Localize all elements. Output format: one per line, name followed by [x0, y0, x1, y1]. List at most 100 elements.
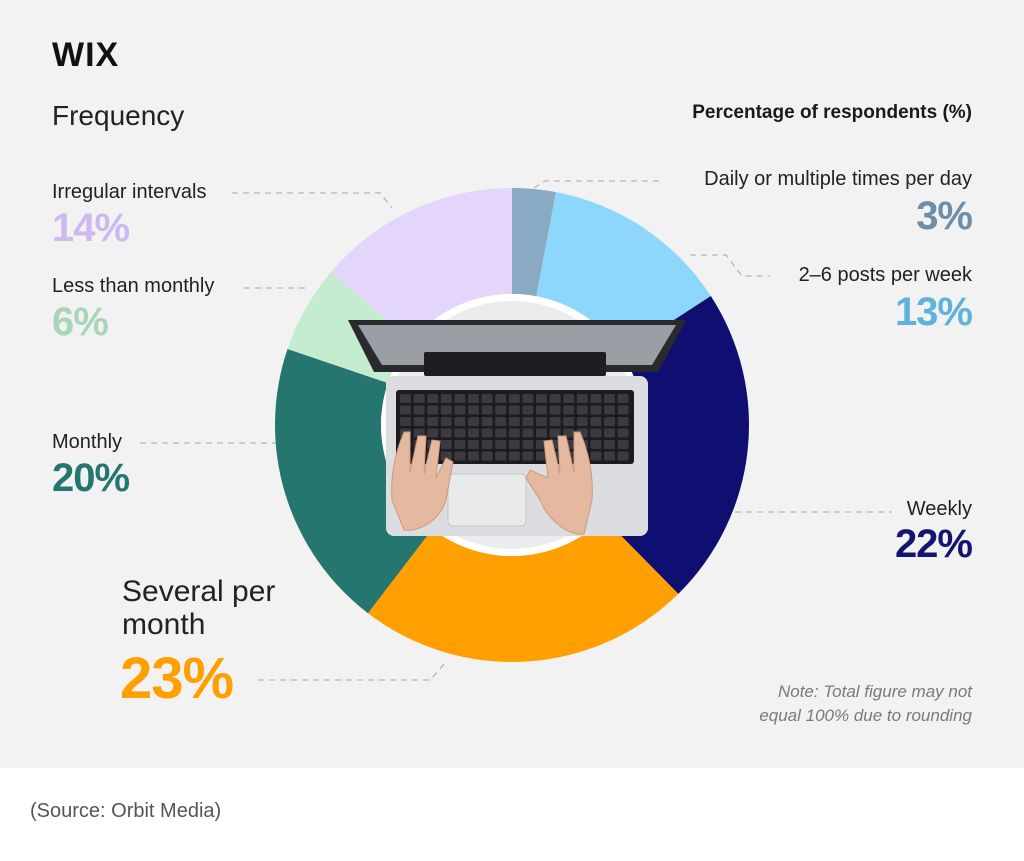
- keyboard-key: [481, 451, 493, 461]
- keyboard-key: [495, 417, 507, 426]
- keyboard-key: [468, 451, 479, 461]
- keyboard-key: [508, 428, 520, 438]
- keyboard-key: [427, 428, 439, 438]
- slice-several-per-month: [367, 518, 679, 662]
- keyboard-key: [454, 451, 466, 461]
- keyboard-key: [563, 417, 575, 426]
- keyboard-key: [440, 417, 452, 426]
- keyboard-key: [604, 394, 615, 403]
- laptop-photo: [348, 294, 686, 556]
- keyboard-key: [454, 394, 466, 403]
- keyboard-key: [522, 440, 534, 449]
- keyboard-key: [427, 394, 439, 403]
- keyboard-key: [495, 440, 507, 449]
- keyboard-key: [522, 405, 534, 415]
- keyboard-key: [617, 451, 629, 461]
- keyboard-key: [536, 394, 547, 403]
- note-line-1: Note: Total figure may not: [777, 682, 972, 701]
- keyboard-key: [590, 405, 602, 415]
- value-2-6-posts-per-week: 13%: [894, 290, 973, 334]
- value-monthly: 20%: [52, 456, 130, 500]
- keyboard-key: [563, 428, 575, 438]
- keyboard-key: [522, 451, 534, 461]
- slice-monthly: [274, 348, 433, 614]
- percentage-heading: Percentage of respondents (%): [692, 102, 972, 123]
- keyboard-key: [536, 405, 547, 415]
- wix-logo: WIX: [52, 36, 120, 74]
- keyboard-key: [468, 440, 479, 449]
- keyboard-key: [590, 440, 602, 449]
- value-several-per-month: 23%: [120, 646, 234, 711]
- keyboard-key: [400, 417, 411, 426]
- keyboard-key: [563, 405, 575, 415]
- keyboard-key: [468, 405, 479, 415]
- keyboard-key: [590, 394, 602, 403]
- keyboard-key: [508, 440, 520, 449]
- keyboard-key: [413, 405, 425, 415]
- keyboard-key: [468, 428, 479, 438]
- keyboard-key: [508, 405, 520, 415]
- slice-daily-or-multiple-times-per-day: [512, 188, 556, 297]
- keyboard-key: [440, 451, 452, 461]
- note-line-2: equal 100% due to rounding: [759, 706, 972, 725]
- leader-line: [533, 180, 660, 189]
- keyboard-key: [454, 428, 466, 438]
- rounding-note: Note: Total figure may not equal 100% du…: [672, 680, 972, 728]
- leader-line: [258, 661, 447, 681]
- keyboard-key: [576, 405, 588, 415]
- label-several-per-month: Several per month: [122, 575, 276, 641]
- keyboard-key: [604, 428, 615, 438]
- keyboard-key: [400, 405, 411, 415]
- keyboard-key: [576, 417, 588, 426]
- keyboard-key: [413, 428, 425, 438]
- infographic-card: WIX Frequency Percentage of respondents …: [0, 0, 1024, 768]
- keyboard-key: [604, 417, 615, 426]
- keyboard-key: [508, 394, 520, 403]
- label-less-than-monthly: Less than monthly: [52, 275, 215, 297]
- keyboard-key: [522, 417, 534, 426]
- keyboard-key: [536, 451, 547, 461]
- value-daily: 3%: [916, 194, 973, 238]
- label-daily: Daily or multiple times per day: [704, 168, 972, 190]
- keyboard-key: [481, 417, 493, 426]
- keyboard-key: [604, 405, 615, 415]
- keyboard-key: [617, 428, 629, 438]
- value-weekly: 22%: [894, 522, 973, 566]
- leader-lines: [140, 180, 892, 681]
- leader-line: [690, 254, 770, 277]
- label-2-6-posts-per-week: 2–6 posts per week: [798, 264, 972, 286]
- keyboard-key: [468, 417, 479, 426]
- keyboard-key: [427, 405, 439, 415]
- value-irregular-intervals: 14%: [52, 206, 130, 250]
- slice-irregular-intervals: [330, 188, 512, 341]
- keyboard-key: [468, 394, 479, 403]
- keyboard-key: [536, 417, 547, 426]
- frequency-heading: Frequency: [52, 100, 185, 131]
- keyboard-key: [481, 428, 493, 438]
- keyboard-key: [522, 428, 534, 438]
- keyboard-key: [400, 394, 411, 403]
- keyboard-key: [549, 394, 561, 403]
- keyboard-key: [481, 405, 493, 415]
- label-irregular-intervals: Irregular intervals: [52, 181, 207, 203]
- source-citation: (Source: Orbit Media): [30, 800, 222, 822]
- keyboard-key: [454, 440, 466, 449]
- keyboard-key: [604, 440, 615, 449]
- keyboard-key: [413, 394, 425, 403]
- keyboard-key: [549, 405, 561, 415]
- keyboard-key: [495, 405, 507, 415]
- hands-icon: [391, 431, 593, 535]
- keyboard-key: [440, 440, 452, 449]
- keyboard-key: [440, 428, 452, 438]
- keyboard-key: [563, 394, 575, 403]
- keyboard-key: [617, 417, 629, 426]
- keyboard-key: [617, 440, 629, 449]
- keyboard-key: [495, 451, 507, 461]
- keyboard-key: [604, 451, 615, 461]
- keyboard-key: [522, 394, 534, 403]
- keyboard-key: [481, 394, 493, 403]
- keyboard-key: [454, 405, 466, 415]
- keyboard-key: [440, 405, 452, 415]
- keyboard-key: [427, 417, 439, 426]
- keyboard-key: [508, 451, 520, 461]
